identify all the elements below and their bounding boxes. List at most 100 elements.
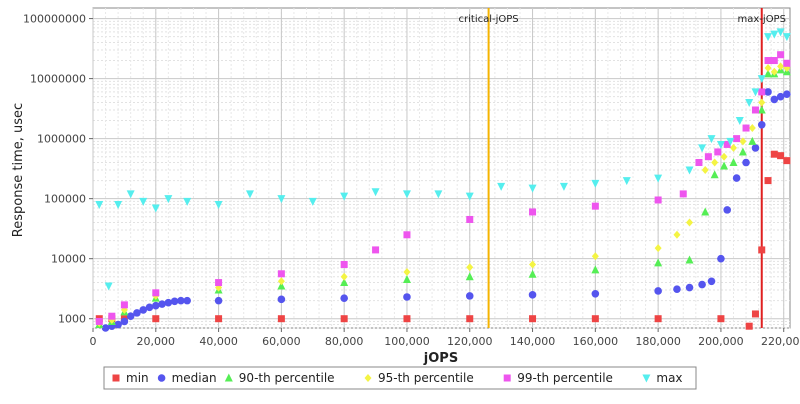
x-tick-label: 80,000 — [325, 335, 364, 348]
y-tick-label: 10000000 — [30, 73, 86, 86]
x-tick-label: 160,000 — [573, 335, 619, 348]
data-point-median — [752, 144, 760, 152]
data-point-min — [341, 315, 348, 322]
marker-label: max-jOPS — [738, 14, 786, 25]
data-point-99-th-percentile — [765, 57, 772, 64]
x-tick-label: 20,000 — [137, 335, 176, 348]
y-tick-label: 100000 — [44, 193, 86, 206]
data-point-median — [758, 121, 766, 129]
data-point-min — [752, 310, 759, 317]
data-point-99-th-percentile — [96, 318, 103, 325]
data-point-median — [340, 294, 348, 302]
data-point-99-th-percentile — [655, 196, 662, 203]
data-point-median — [165, 299, 173, 307]
data-point-min — [592, 315, 599, 322]
legend-symbol — [504, 375, 511, 382]
y-tick-label: 10000 — [51, 253, 86, 266]
marker-label: critical-jOPS — [459, 14, 519, 25]
data-point-99-th-percentile — [529, 208, 536, 215]
data-point-99-th-percentile — [758, 88, 765, 95]
data-point-median — [121, 318, 129, 326]
data-point-median — [708, 277, 716, 285]
data-point-99-th-percentile — [680, 190, 687, 197]
data-point-99-th-percentile — [152, 289, 159, 296]
data-point-min — [765, 177, 772, 184]
data-point-min — [777, 152, 784, 159]
data-point-min — [746, 323, 753, 330]
data-point-99-th-percentile — [783, 60, 790, 67]
legend-label: min — [126, 371, 149, 385]
data-point-min — [717, 315, 724, 322]
data-point-min — [771, 151, 778, 158]
data-point-median — [686, 284, 694, 292]
data-point-99-th-percentile — [705, 153, 712, 160]
data-point-99-th-percentile — [121, 301, 128, 308]
data-point-median — [783, 90, 791, 98]
data-point-min — [529, 315, 536, 322]
data-point-99-th-percentile — [372, 246, 379, 253]
legend-symbol — [158, 374, 166, 382]
data-point-median — [403, 293, 411, 301]
x-tick-label: 40,000 — [199, 335, 238, 348]
data-point-99-th-percentile — [714, 148, 721, 155]
data-point-99-th-percentile — [592, 203, 599, 210]
data-point-99-th-percentile — [108, 313, 115, 320]
data-point-min — [783, 157, 790, 164]
data-point-median — [592, 290, 600, 298]
data-point-min — [466, 315, 473, 322]
data-point-99-th-percentile — [215, 279, 222, 286]
data-point-median — [654, 287, 662, 295]
data-point-median — [764, 88, 772, 96]
data-point-min — [403, 315, 410, 322]
data-point-median — [278, 296, 286, 304]
legend-label: 90-th percentile — [239, 371, 335, 385]
y-tick-label: 1000 — [58, 313, 86, 326]
data-point-99-th-percentile — [777, 51, 784, 58]
x-axis-label: jOPS — [423, 351, 458, 366]
data-point-median — [673, 285, 681, 293]
data-point-99-th-percentile — [733, 135, 740, 142]
legend-label: median — [172, 371, 217, 385]
y-axis-label: Response time, usec — [11, 103, 26, 237]
data-point-median — [183, 297, 191, 305]
x-tick-label: 200,000 — [698, 335, 744, 348]
x-tick-label: 60,000 — [262, 335, 301, 348]
x-tick-label: 180,000 — [635, 335, 681, 348]
x-tick-label: 100,000 — [384, 335, 430, 348]
legend-label: 99-th percentile — [517, 371, 613, 385]
legend: min median 90-th percentile 95-th percentil… — [104, 367, 696, 389]
data-point-min — [215, 315, 222, 322]
data-point-median — [733, 174, 741, 182]
x-tick-label: 140,000 — [510, 335, 556, 348]
legend-label: 95-th percentile — [378, 371, 474, 385]
data-point-99-th-percentile — [752, 106, 759, 113]
data-point-99-th-percentile — [466, 216, 473, 223]
data-point-99-th-percentile — [695, 159, 702, 166]
data-point-median — [717, 255, 725, 263]
data-point-median — [742, 159, 750, 167]
data-point-min — [152, 315, 159, 322]
data-point-min — [278, 315, 285, 322]
data-point-median — [466, 292, 474, 300]
data-point-min — [758, 246, 765, 253]
data-point-median — [215, 297, 223, 305]
data-point-min — [655, 315, 662, 322]
y-tick-label: 1000000 — [37, 133, 86, 146]
x-tick-label: 0 — [90, 335, 97, 348]
data-point-99-th-percentile — [771, 57, 778, 64]
data-point-median — [723, 206, 731, 214]
data-point-99-th-percentile — [341, 261, 348, 268]
data-point-99-th-percentile — [743, 125, 750, 132]
x-tick-label: 220,000 — [761, 335, 800, 348]
data-point-99-th-percentile — [278, 270, 285, 277]
data-point-99-th-percentile — [403, 231, 410, 238]
data-point-median — [529, 291, 537, 299]
data-point-median — [698, 281, 706, 289]
plot-area — [93, 8, 790, 328]
legend-label: max — [656, 371, 682, 385]
legend-symbol — [113, 375, 120, 382]
